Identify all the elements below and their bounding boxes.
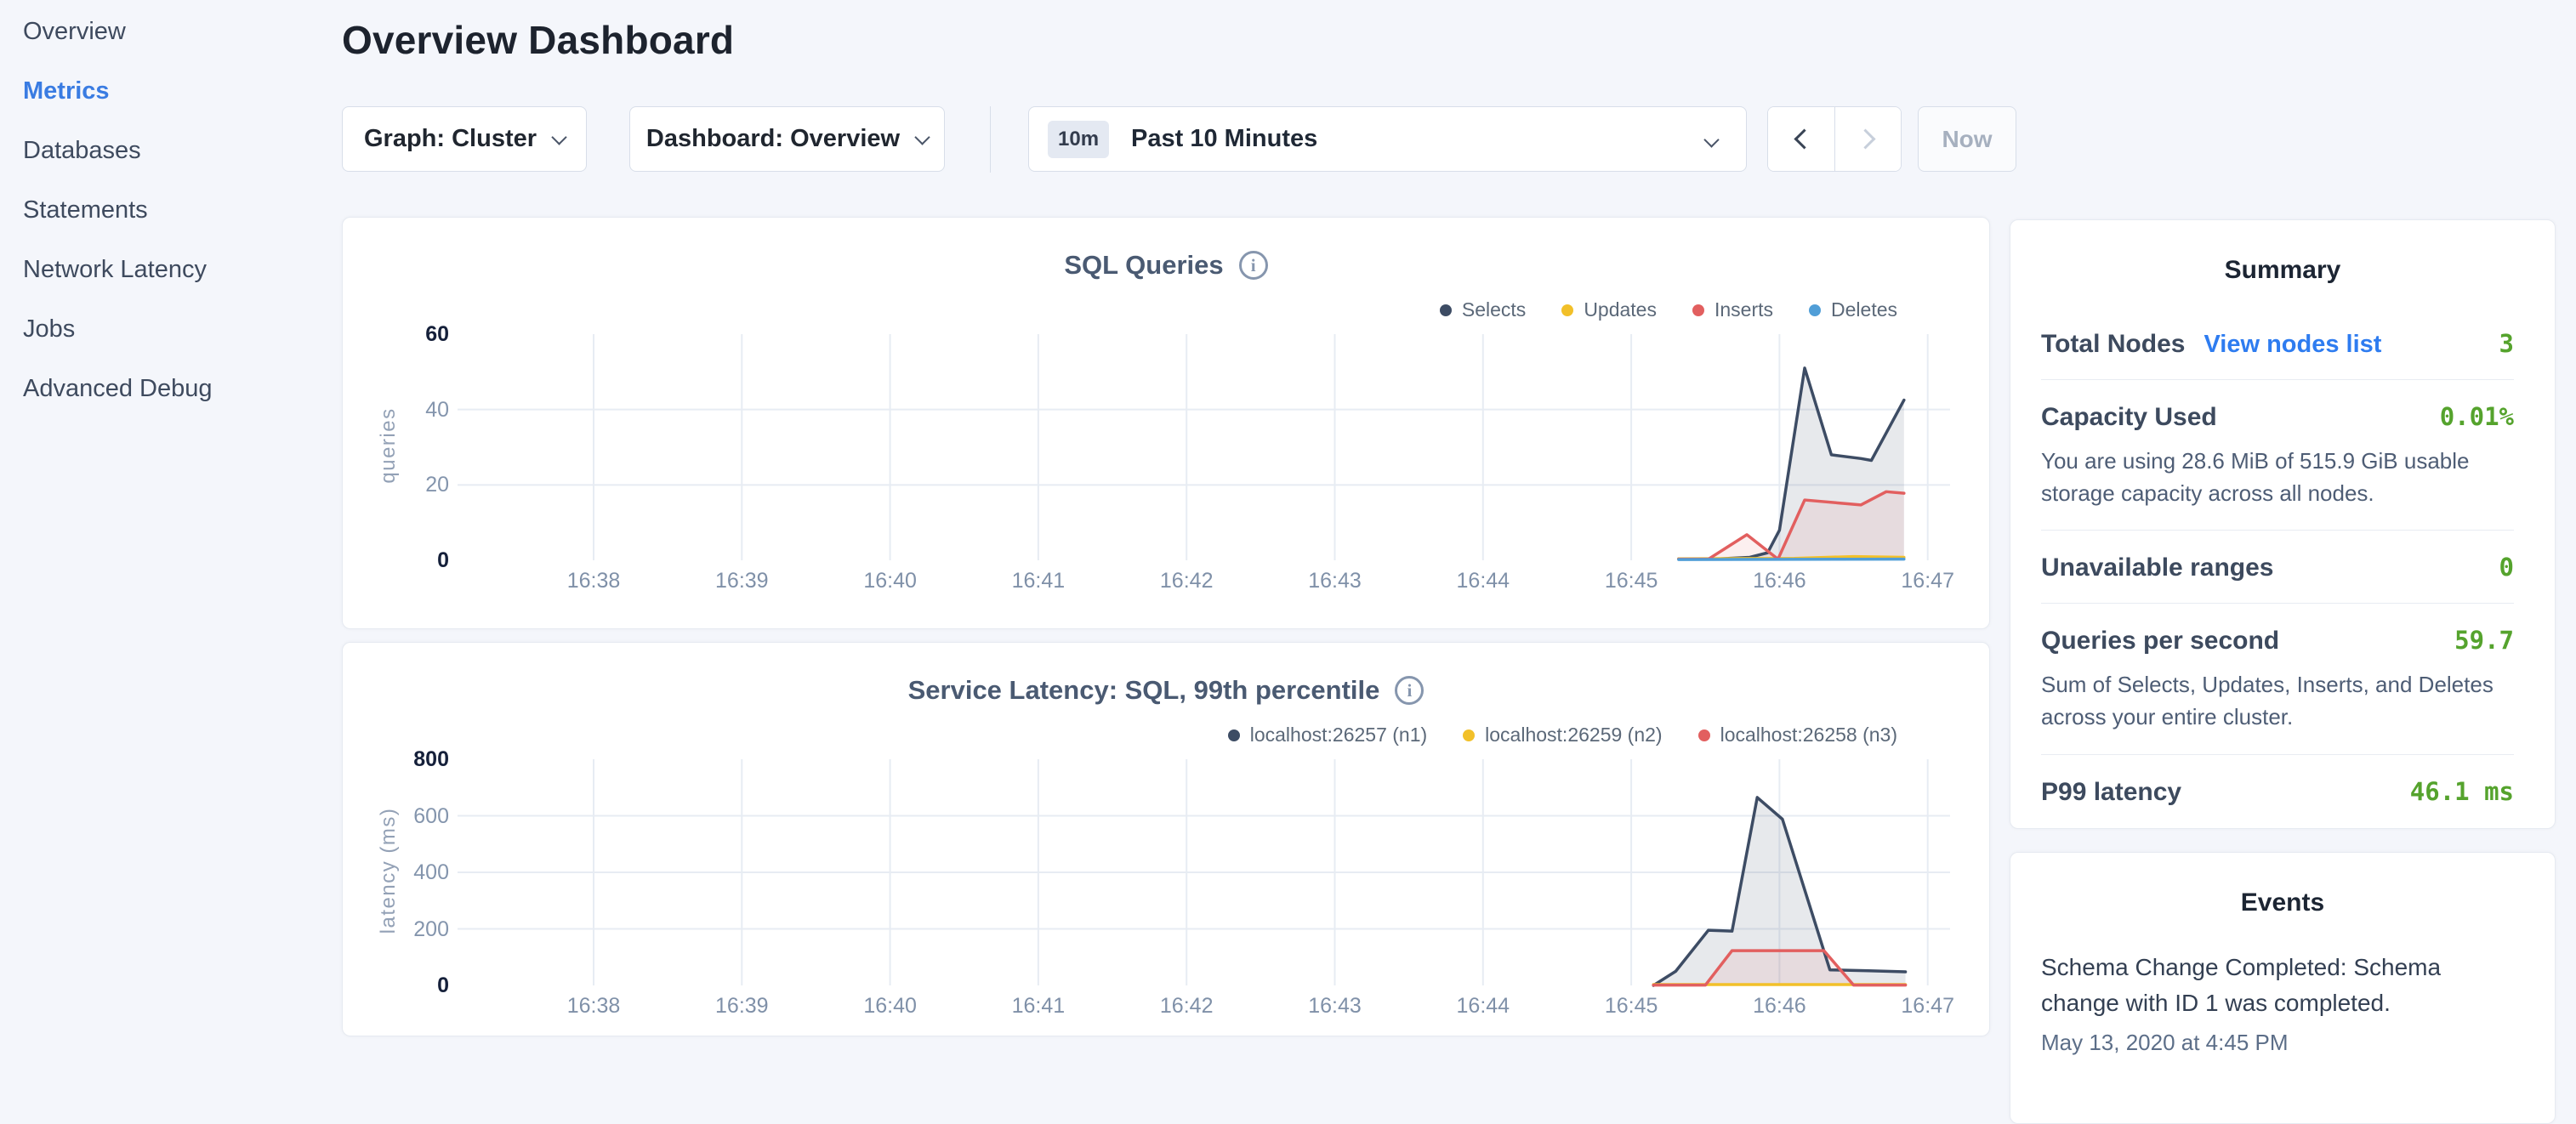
summary-label: Capacity Used bbox=[2041, 403, 2217, 432]
summary-label: P99 latency bbox=[2041, 778, 2181, 807]
x-tick-label: 16:45 bbox=[1572, 569, 1691, 593]
chart-plot-area[interactable]: 020406016:3816:3916:4016:4116:4216:4316:… bbox=[343, 218, 1989, 628]
page-title: Overview Dashboard bbox=[342, 17, 734, 63]
x-tick-label: 16:44 bbox=[1424, 994, 1543, 1019]
x-tick-label: 16:40 bbox=[831, 569, 950, 593]
x-tick-label: 16:38 bbox=[534, 994, 653, 1019]
chevron-left-icon bbox=[1794, 128, 1814, 149]
x-tick-label: 16:45 bbox=[1572, 994, 1691, 1019]
sidebar-item-advanced-debug[interactable]: Advanced Debug bbox=[0, 359, 340, 418]
summary-description: You are using 28.6 MiB of 515.9 GiB usab… bbox=[2041, 446, 2514, 509]
x-tick-label: 16:44 bbox=[1424, 569, 1543, 593]
dashboard-controls: Graph: Cluster Dashboard: Overview 10m P… bbox=[342, 106, 2016, 173]
event-timestamp: May 13, 2020 at 4:45 PM bbox=[2041, 1030, 2521, 1056]
summary-value: 3 bbox=[2499, 329, 2514, 358]
time-range-badge: 10m bbox=[1048, 121, 1109, 158]
now-button[interactable]: Now bbox=[1918, 106, 2016, 172]
chart-canvas bbox=[343, 643, 1990, 1036]
x-tick-label: 16:41 bbox=[979, 569, 1098, 593]
chevron-down-icon bbox=[1703, 132, 1719, 147]
chevron-down-icon bbox=[551, 129, 566, 145]
summary-title: Summary bbox=[2010, 256, 2555, 285]
summary-label: Queries per second bbox=[2041, 627, 2279, 656]
sql-queries-chart-panel: SQL Queries i SelectsUpdatesInsertsDelet… bbox=[342, 217, 1990, 629]
sidebar-item-metrics[interactable]: Metrics bbox=[0, 61, 340, 121]
events-panel: Events Schema Change Completed: Schema c… bbox=[2010, 852, 2556, 1124]
y-tick-label: 0 bbox=[343, 547, 449, 574]
dashboard-selector-dropdown[interactable]: Dashboard: Overview bbox=[629, 106, 945, 172]
y-tick-label: 60 bbox=[343, 321, 449, 348]
summary-row-queries-per-second: Queries per second 59.7 Sum of Selects, … bbox=[2041, 604, 2514, 754]
y-tick-label: 800 bbox=[343, 746, 449, 773]
summary-value: 46.1 ms bbox=[2410, 777, 2514, 806]
sidebar-item-overview[interactable]: Overview bbox=[0, 2, 340, 61]
summary-row-unavailable-ranges: Unavailable ranges 0 bbox=[2041, 531, 2514, 604]
time-step-back-button[interactable] bbox=[1768, 107, 1834, 171]
chart-canvas bbox=[343, 218, 1990, 628]
header-divider bbox=[990, 106, 991, 173]
x-tick-label: 16:39 bbox=[682, 569, 801, 593]
x-tick-label: 16:43 bbox=[1276, 569, 1395, 593]
summary-panel: Summary Total Nodes View nodes list 3 Ca… bbox=[2010, 219, 2556, 829]
x-tick-label: 16:47 bbox=[1868, 569, 1987, 593]
x-tick-label: 16:43 bbox=[1276, 994, 1395, 1019]
sidebar-item-databases[interactable]: Databases bbox=[0, 121, 340, 180]
y-tick-label: 0 bbox=[343, 972, 449, 999]
summary-label: Unavailable ranges bbox=[2041, 553, 2273, 582]
sidebar: Overview Metrics Databases Statements Ne… bbox=[0, 0, 340, 1051]
x-tick-label: 16:41 bbox=[979, 994, 1098, 1019]
time-step-forward-button[interactable] bbox=[1834, 107, 1901, 171]
summary-row-capacity-used: Capacity Used 0.01% You are using 28.6 M… bbox=[2041, 380, 2514, 531]
x-tick-label: 16:38 bbox=[534, 569, 653, 593]
y-axis-label: latency (ms) bbox=[377, 777, 401, 964]
summary-label: Total Nodes bbox=[2041, 330, 2185, 359]
sidebar-item-statements[interactable]: Statements bbox=[0, 180, 340, 240]
event-message: Schema Change Completed: Schema change w… bbox=[2041, 950, 2521, 1021]
y-axis-label: queries bbox=[377, 352, 401, 539]
summary-row-p99-latency: P99 latency 46.1 ms bbox=[2041, 755, 2514, 827]
summary-value: 59.7 bbox=[2454, 626, 2514, 655]
x-tick-label: 16:46 bbox=[1720, 994, 1839, 1019]
chart-plot-area[interactable]: 020040060080016:3816:3916:4016:4116:4216… bbox=[343, 643, 1989, 1036]
x-tick-label: 16:42 bbox=[1127, 569, 1246, 593]
graph-selector-label: Graph: Cluster bbox=[364, 125, 537, 153]
event-list-item[interactable]: Schema Change Completed: Schema change w… bbox=[2010, 917, 2555, 1056]
view-nodes-list-link[interactable]: View nodes list bbox=[2204, 331, 2381, 359]
sidebar-item-network-latency[interactable]: Network Latency bbox=[0, 240, 340, 299]
summary-description: Sum of Selects, Updates, Inserts, and De… bbox=[2041, 669, 2514, 733]
dashboard-selector-label: Dashboard: Overview bbox=[646, 125, 900, 153]
time-range-label: Past 10 Minutes bbox=[1131, 125, 1317, 153]
x-tick-label: 16:47 bbox=[1868, 994, 1987, 1019]
summary-value: 0.01% bbox=[2440, 402, 2514, 431]
x-tick-label: 16:46 bbox=[1720, 569, 1839, 593]
summary-row-total-nodes: Total Nodes View nodes list 3 bbox=[2041, 307, 2514, 380]
sidebar-item-jobs[interactable]: Jobs bbox=[0, 299, 340, 359]
x-tick-label: 16:42 bbox=[1127, 994, 1246, 1019]
x-tick-label: 16:39 bbox=[682, 994, 801, 1019]
time-step-buttons bbox=[1767, 106, 1902, 172]
service-latency-chart-panel: Service Latency: SQL, 99th percentile i … bbox=[342, 642, 1990, 1036]
chevron-down-icon bbox=[914, 129, 930, 145]
chevron-right-icon bbox=[1855, 128, 1875, 149]
graph-selector-dropdown[interactable]: Graph: Cluster bbox=[342, 106, 587, 172]
time-range-dropdown[interactable]: 10m Past 10 Minutes bbox=[1028, 106, 1747, 172]
x-tick-label: 16:40 bbox=[831, 994, 950, 1019]
summary-value: 0 bbox=[2499, 553, 2514, 582]
events-title: Events bbox=[2010, 888, 2555, 917]
